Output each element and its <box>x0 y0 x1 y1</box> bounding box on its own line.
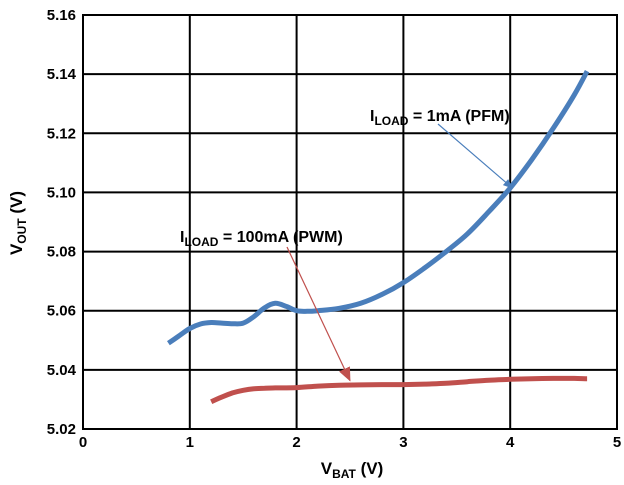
y-tick-label-4: 5.10 <box>47 184 76 201</box>
x-tick-label-0: 0 <box>79 434 87 451</box>
annotation-arrow-pwm <box>286 246 351 382</box>
plot-border <box>82 14 618 430</box>
x-tick-label-3: 3 <box>399 434 407 451</box>
x-tick-label-1: 1 <box>186 434 194 451</box>
annotation-pfm-label: ILOAD = 1mA (PFM) <box>370 108 510 128</box>
tick-labels: 0 1 2 3 4 5 5.02 5.04 5.06 5.08 5.10 5.12 5.14 5.16 <box>47 7 621 451</box>
y-tick-label-6: 5.14 <box>47 66 77 83</box>
y-tick-label-2: 5.06 <box>47 303 76 320</box>
annotation-pwm-label: ILOAD = 100mA (PWM) <box>180 229 343 249</box>
y-tick-label-3: 5.08 <box>47 244 76 261</box>
y-tick-label-1: 5.04 <box>47 362 77 379</box>
y-tick-label-0: 5.02 <box>47 421 76 438</box>
plot-frame <box>82 14 618 430</box>
x-tick-label-2: 2 <box>292 434 300 451</box>
x-tick-label-5: 5 <box>613 434 621 451</box>
annotation-arrow-pfm <box>437 123 514 189</box>
y-tick-label-7: 5.16 <box>47 7 76 24</box>
series-line-1 <box>210 375 588 405</box>
series-line-0 <box>167 70 590 346</box>
series-layer <box>167 70 590 405</box>
x-axis-title: VBAT (V) <box>321 459 384 481</box>
grid <box>82 14 618 430</box>
annotations <box>286 123 514 382</box>
y-axis-title: VOUT (V) <box>7 191 29 255</box>
y-tick-label-5: 5.12 <box>47 125 76 142</box>
x-tick-label-4: 4 <box>506 434 515 451</box>
